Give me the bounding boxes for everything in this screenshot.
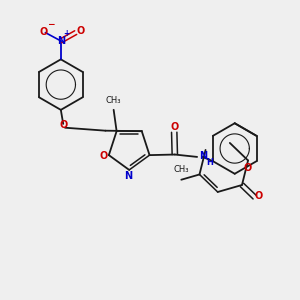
Text: N: N — [124, 172, 133, 182]
Text: O: O — [244, 163, 252, 173]
Text: −: − — [47, 20, 55, 29]
Text: O: O — [40, 27, 48, 37]
Text: N: N — [57, 36, 65, 46]
Text: O: O — [170, 122, 178, 132]
Text: H: H — [206, 158, 213, 167]
Text: +: + — [63, 29, 69, 38]
Text: CH₃: CH₃ — [106, 96, 122, 105]
Text: O: O — [99, 151, 108, 161]
Text: O: O — [59, 120, 67, 130]
Text: O: O — [254, 191, 262, 201]
Text: O: O — [77, 26, 85, 36]
Text: N: N — [200, 151, 208, 161]
Text: CH₃: CH₃ — [174, 165, 189, 174]
